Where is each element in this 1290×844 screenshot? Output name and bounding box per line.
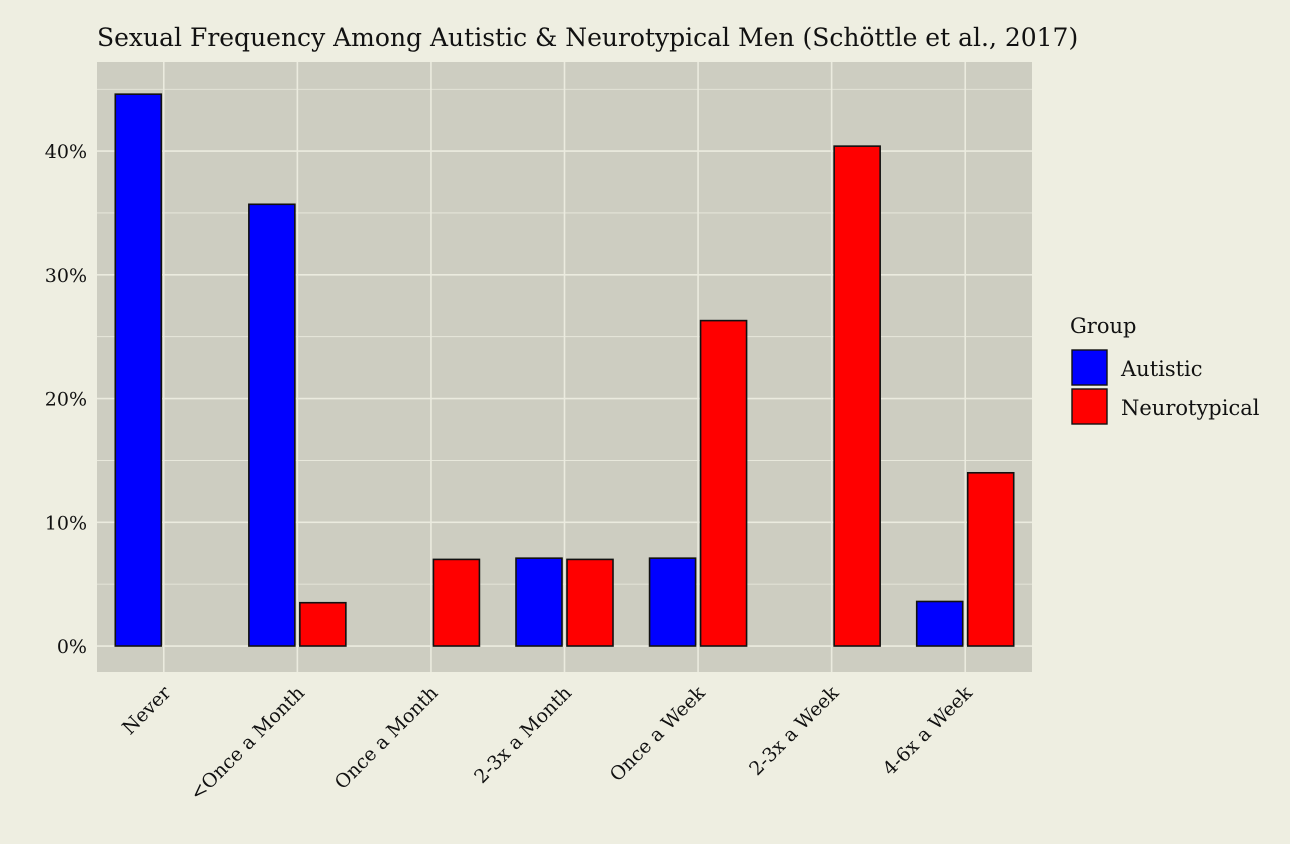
- chart-title: Sexual Frequency Among Autistic & Neurot…: [97, 23, 1078, 52]
- x-tick-label: 2-3x a Month: [470, 682, 576, 788]
- legend: Group Autistic Neurotypical: [1070, 314, 1260, 425]
- x-tick-label: Never: [118, 681, 176, 739]
- y-axis: 0% 10% 20% 30% 40%: [45, 141, 87, 658]
- legend-label-neurotypical: Neurotypical: [1121, 396, 1260, 420]
- bar-autistic: [648, 557, 697, 647]
- y-tick-label: 20%: [45, 389, 87, 411]
- x-tick-label: Once a Month: [331, 682, 443, 794]
- y-tick-label: 10%: [45, 512, 87, 534]
- bar-neurotypical: [299, 601, 347, 647]
- bar-autistic: [114, 93, 163, 647]
- legend-swatch-neurotypical: [1071, 388, 1108, 425]
- x-tick-label: <Once a Month: [186, 682, 309, 805]
- bar-neurotypical: [432, 558, 481, 647]
- y-tick-label: 40%: [45, 141, 87, 163]
- bar-neurotypical: [699, 319, 748, 647]
- x-axis: Never <Once a Month Once a Month 2-3x a Mon…: [118, 681, 977, 805]
- legend-label-autistic: Autistic: [1120, 357, 1203, 381]
- x-tick-label: Once a Week: [606, 682, 710, 786]
- bar-autistic: [515, 557, 563, 647]
- legend-swatch-autistic: [1071, 349, 1108, 386]
- legend-title: Group: [1070, 314, 1136, 338]
- bars: [114, 93, 1015, 647]
- y-tick-label: 0%: [57, 636, 87, 658]
- x-tick-label: 4-6x a Week: [879, 682, 977, 780]
- bar-autistic: [248, 203, 296, 647]
- bar-autistic: [915, 600, 964, 647]
- bar-neurotypical: [566, 558, 614, 647]
- y-tick-label: 30%: [45, 265, 87, 287]
- bar-neurotypical: [833, 145, 881, 647]
- x-tick-label: 2-3x a Week: [745, 682, 843, 780]
- bar-neurotypical: [966, 471, 1015, 647]
